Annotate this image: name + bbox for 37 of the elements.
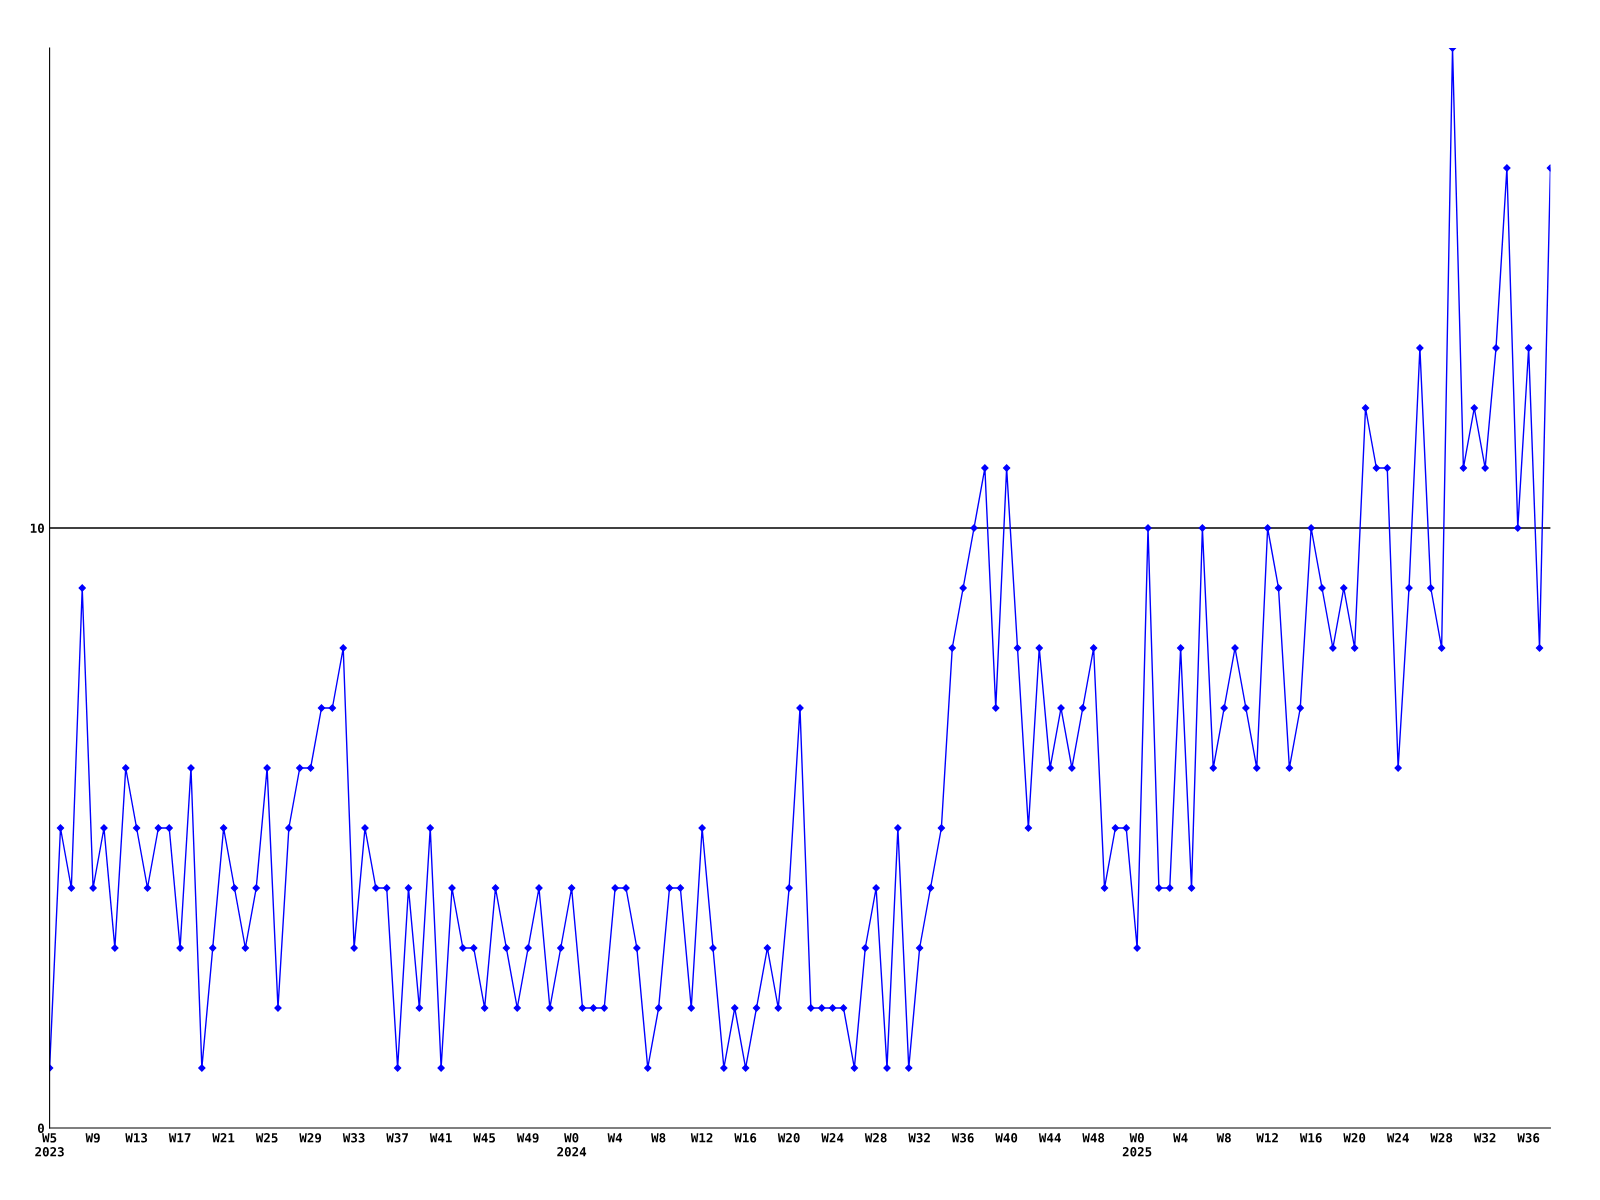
- x-tick-label: W33: [342, 1133, 365, 1143]
- y-tick-label: 0: [37, 1123, 44, 1133]
- x-tick-label: W9: [85, 1133, 100, 1143]
- x-tick-label: W24: [1386, 1133, 1409, 1143]
- x-tick-label: W28: [864, 1133, 887, 1143]
- x-tick-label: W13: [125, 1133, 148, 1143]
- x-tick-label: W40: [995, 1133, 1018, 1143]
- x-tick-label: W8: [1216, 1133, 1231, 1143]
- x-tick-label: W21: [212, 1133, 235, 1143]
- y-tick-label: 10: [30, 523, 44, 533]
- x-tick-label: W36: [951, 1133, 974, 1143]
- x-tick-label: W20: [777, 1133, 800, 1143]
- x-tick-label: W12: [1256, 1133, 1278, 1143]
- x-tick-label: W5 2023: [35, 1133, 64, 1157]
- x-tick-label: W29: [299, 1133, 322, 1143]
- x-tick-label: W17: [168, 1133, 191, 1143]
- x-tick-label: W41: [429, 1133, 452, 1143]
- x-tick-label: W28: [1430, 1133, 1453, 1143]
- x-tick-label: W16: [734, 1133, 757, 1143]
- x-tick-label: W36: [1517, 1133, 1540, 1143]
- x-tick-label: W24: [821, 1133, 844, 1143]
- x-tick-label: W25: [255, 1133, 278, 1143]
- x-tick-label: W20: [1343, 1133, 1366, 1143]
- x-tick-label: W4: [1173, 1133, 1188, 1143]
- x-tick-label: W8: [651, 1133, 666, 1143]
- x-tick-label: W37: [386, 1133, 408, 1143]
- x-tick-label: W48: [1082, 1133, 1105, 1143]
- x-tick-label: W45: [473, 1133, 496, 1143]
- x-tick-label: W49: [516, 1133, 539, 1143]
- x-tick-label: W32: [908, 1133, 930, 1143]
- x-tick-label: W4: [607, 1133, 623, 1143]
- x-tick-label: W44: [1038, 1133, 1061, 1143]
- x-tick-label: W0 2025: [1122, 1133, 1152, 1157]
- x-tick-label: W32: [1473, 1133, 1496, 1143]
- x-tick-label: W0 2024: [557, 1133, 587, 1157]
- x-tick-label: W12: [690, 1133, 713, 1143]
- x-tick-label: W16: [1299, 1133, 1322, 1143]
